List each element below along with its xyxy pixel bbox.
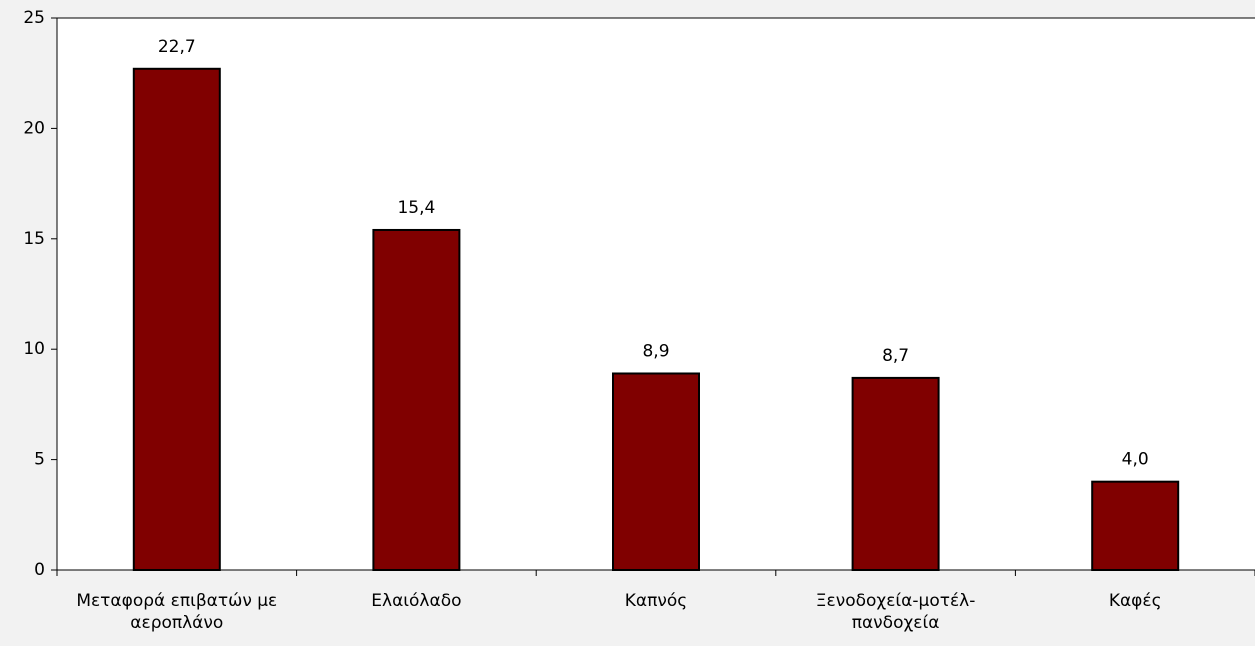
bar [372, 228, 461, 572]
bar [851, 376, 940, 571]
y-tick-label: 10 [23, 339, 45, 359]
x-tick-label: Ελαιόλαδο [371, 591, 462, 611]
bar [132, 67, 221, 571]
x-tick-label: Καπνός [624, 591, 688, 611]
y-tick-label: 5 [34, 450, 45, 470]
value-label: 15,4 [397, 198, 435, 218]
y-tick-label: 25 [23, 8, 45, 28]
x-tick-label: Μεταφορά επιβατών με αεροπλάνο [76, 591, 278, 633]
value-label: 4,0 [1122, 450, 1149, 470]
value-label: 8,9 [642, 341, 669, 361]
bar [1091, 480, 1180, 571]
value-label: 8,7 [882, 346, 909, 366]
y-tick-label: 0 [34, 560, 45, 580]
x-tick-label: Ξενοδοχεία-μοτέλ-πανδοχεία [815, 591, 976, 633]
x-tick-label: Καφές [1108, 591, 1162, 611]
y-tick-label: 15 [23, 229, 45, 249]
value-label: 22,7 [158, 37, 196, 57]
y-tick-label: 20 [23, 118, 45, 138]
bar [612, 372, 700, 571]
